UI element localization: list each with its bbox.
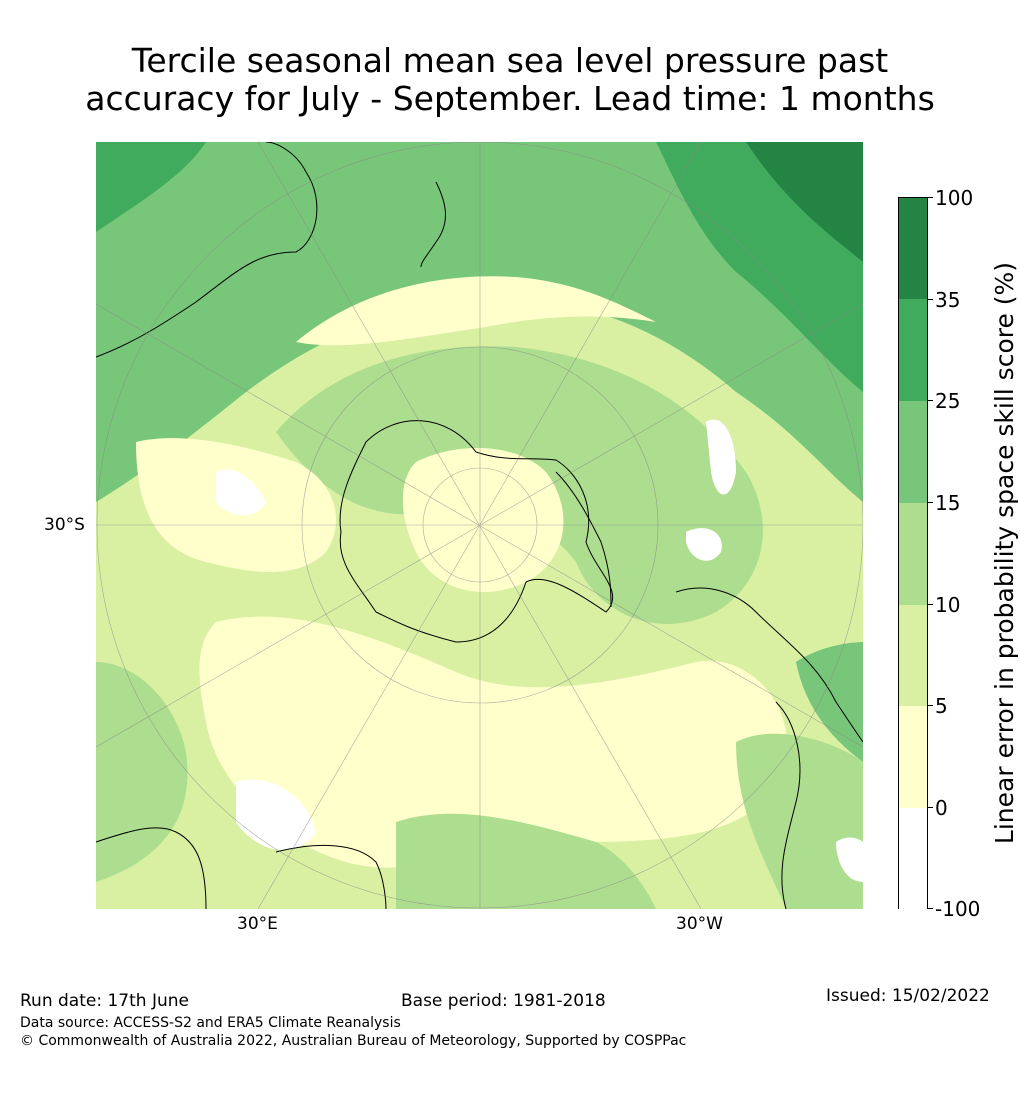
skill-region-top-left <box>96 142 426 342</box>
new-zealand-coastline <box>420 181 446 268</box>
skill-region-0-5-lower <box>199 616 788 868</box>
colorbar <box>898 197 928 910</box>
chart-title-line-1: Tercile seasonal mean sea level pressure… <box>131 41 889 80</box>
colorbar-tick-label: -100 <box>935 897 981 921</box>
colorbar-bin-35-100 <box>899 198 927 299</box>
colorbar-tick <box>928 400 933 401</box>
south-america-coast-east <box>775 701 801 909</box>
run-date: Run date: 17th June <box>20 991 189 1011</box>
skill-region-negative-4 <box>236 779 316 851</box>
lon-label-30w: 30°W <box>676 914 723 934</box>
antarctic-peninsula <box>555 471 612 608</box>
data-source: Data source: ACCESS-S2 and ERA5 Climate … <box>20 1015 401 1031</box>
colorbar-bin-0-5 <box>899 706 927 808</box>
skill-region-negative-5 <box>836 837 863 882</box>
colorbar-tick <box>928 604 933 605</box>
issued-date: Issued: 15/02/2022 <box>826 986 990 1006</box>
africa-coast-2 <box>275 845 387 909</box>
colorbar-tick-label: 10 <box>935 593 961 617</box>
colorbar-bin-neg <box>899 808 927 910</box>
colorbar-bin-5-10 <box>899 605 927 706</box>
skill-region-0-5-center <box>402 448 564 592</box>
skill-region-0-5-ring <box>296 276 656 346</box>
colorbar-tick <box>928 705 933 706</box>
south-america-coastline <box>675 587 863 743</box>
lon-label-30e: 30°E <box>237 914 278 934</box>
skill-region-negative-3 <box>706 419 736 495</box>
skill-region-negative-2 <box>686 528 722 561</box>
colorbar-tick <box>928 502 933 503</box>
colorbar-bin-25-35 <box>899 299 927 401</box>
colorbar-title: Linear error in probability space skill … <box>990 261 1019 845</box>
colorbar-tick-label: 100 <box>935 186 974 210</box>
skill-region-15-25-right <box>796 642 863 762</box>
graticule <box>96 142 863 909</box>
colorbar-tick-label: 15 <box>935 491 961 515</box>
skill-region-10-15-lower <box>396 813 656 909</box>
skill-score-map <box>96 142 863 909</box>
colorbar-tick <box>928 908 933 909</box>
africa-coastline <box>96 827 207 909</box>
skill-region-top-left-dark <box>96 142 206 232</box>
colorbar-tick <box>928 197 933 198</box>
colorbar-tick-label: 5 <box>935 694 948 718</box>
colorbar-tick-label: 25 <box>935 389 961 413</box>
chart-title-line-2: accuracy for July - September. Lead time… <box>85 79 935 118</box>
colorbar-tick-label: 0 <box>935 796 948 820</box>
copyright-notice: © Commonwealth of Australia 2022, Austra… <box>20 1033 687 1049</box>
lat-label-30s: 30°S <box>44 515 85 535</box>
skill-region-top-right-darkest <box>746 142 863 262</box>
antarctica-coastline <box>339 420 614 643</box>
base-period: Base period: 1981-2018 <box>401 991 606 1011</box>
colorbar-tick <box>928 807 933 808</box>
colorbar-tick <box>928 299 933 300</box>
colorbar-tick-label: 35 <box>935 288 961 312</box>
colorbar-bin-10-15 <box>899 503 927 605</box>
skill-region-negative-1 <box>216 469 266 516</box>
meridian-120 <box>96 303 863 748</box>
australia-coastline <box>96 142 318 358</box>
skill-region-10-15-bottom-left <box>96 662 188 882</box>
colorbar-bin-15-25 <box>899 401 927 503</box>
